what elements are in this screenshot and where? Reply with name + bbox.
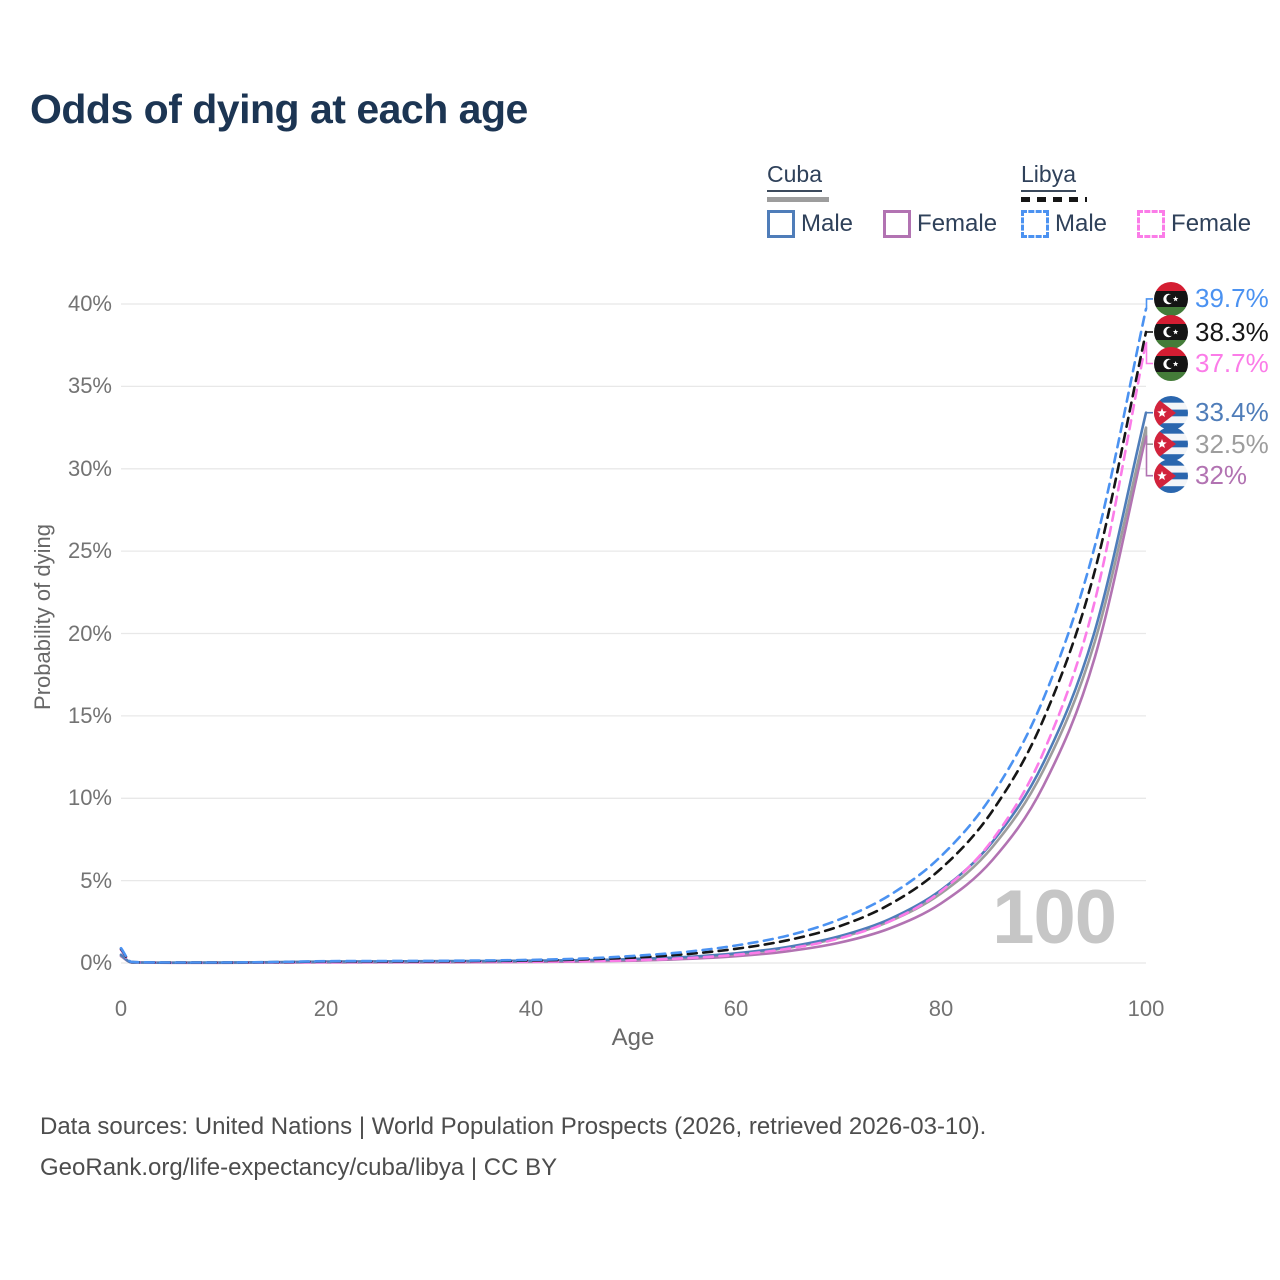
legend-item-libya-female[interactable]: Female	[1137, 210, 1251, 238]
y-tick-label-5%: 5%	[80, 867, 112, 893]
libya-male-label: Male	[1055, 210, 1108, 237]
cuba-flag-icon	[1154, 427, 1188, 462]
y-tick-label-40%: 40%	[67, 291, 112, 316]
footer-link-line: GeoRank.org/life-expectancy/cuba/libya |…	[40, 1154, 558, 1181]
cuba-line-style-sample	[767, 197, 829, 202]
y-tick-label-35%: 35%	[67, 373, 112, 399]
x-tick-label-40: 40	[518, 996, 544, 1021]
cuba-male-label: Male	[801, 210, 854, 237]
footer-sources-line: Data sources: United Nations | World Pop…	[40, 1113, 987, 1140]
y-tick-label-15%: 15%	[67, 702, 112, 728]
legend-item-cuba-male[interactable]: Male	[767, 210, 853, 238]
end-label-libya-male[interactable]: 39.7%	[1154, 281, 1269, 316]
legend-group-cuba: Cuba Male Female	[767, 161, 997, 238]
end-label-libya-female[interactable]: 37.7%	[1154, 346, 1269, 381]
x-tick-label-100: 100	[1127, 996, 1165, 1021]
legend-country-cuba[interactable]: Cuba	[767, 161, 822, 192]
end-label-connector-cuba-female	[1145, 435, 1153, 477]
curve-cuba-female[interactable]	[119, 434, 1148, 965]
end-label-value-cuba-female: 32%	[1195, 460, 1248, 491]
x-tick-label-80: 80	[928, 996, 954, 1021]
libya-line-style-sample	[1021, 197, 1087, 202]
libya-flag-icon	[1154, 315, 1188, 349]
end-label-value-libya-all: 38.3%	[1195, 316, 1269, 347]
end-label-value-libya-female: 37.7%	[1195, 348, 1269, 378]
legend-country-libya[interactable]: Libya	[1021, 161, 1076, 192]
legend-group-libya: Libya Male Female	[1021, 161, 1251, 238]
end-label-value-libya-male: 39.7%	[1195, 283, 1269, 314]
end-label-connector-libya-female	[1145, 341, 1153, 365]
libya-flag-icon	[1154, 281, 1188, 316]
legend-item-libya-male[interactable]: Male	[1021, 210, 1107, 238]
curve-libya-female[interactable]	[119, 340, 1148, 964]
cuba-flag-icon	[1154, 458, 1188, 493]
end-label-connector-cuba-all	[1145, 427, 1153, 445]
y-tick-label-20%: 20%	[67, 620, 112, 646]
y-tick-label-10%: 10%	[67, 785, 112, 811]
libya-male-swatch	[1021, 210, 1049, 238]
curve-cuba-all[interactable]	[119, 426, 1148, 964]
y-tick-label-25%: 25%	[67, 538, 112, 564]
cuba-male-swatch	[767, 210, 795, 238]
end-label-libya-all[interactable]: 38.3%	[1154, 315, 1269, 349]
x-tick-label-60: 60	[723, 996, 749, 1021]
footer: Data sources: United Nations | World Pop…	[40, 1106, 986, 1188]
end-label-cuba-male[interactable]: 33.4%	[1154, 395, 1269, 430]
libya-female-label: Female	[1171, 210, 1252, 237]
end-label-connector-libya-male	[1145, 298, 1153, 309]
cuba-female-swatch	[883, 210, 912, 238]
page-title: Odds of dying at each age	[30, 86, 528, 132]
cuba-flag-icon	[1154, 395, 1188, 430]
legend-item-cuba-female[interactable]: Female	[883, 210, 997, 238]
libya-flag-icon	[1154, 346, 1188, 381]
cuba-female-label: Female	[917, 210, 998, 237]
x-tick-label-20: 20	[313, 996, 339, 1021]
y-tick-label-0%: 0%	[80, 950, 112, 975]
end-label-cuba-all[interactable]: 32.5%	[1154, 427, 1269, 462]
end-label-value-cuba-all: 32.5%	[1195, 428, 1269, 459]
hover-age-watermark: 100	[992, 875, 1117, 960]
x-tick-label-0: 0	[114, 996, 128, 1021]
y-tick-label-30%: 30%	[67, 455, 112, 481]
curve-libya-male[interactable]	[119, 307, 1148, 964]
x-axis-title: Age	[611, 1024, 655, 1051]
curve-libya-all[interactable]	[119, 330, 1148, 964]
end-label-value-cuba-male: 33.4%	[1195, 397, 1269, 428]
end-label-cuba-female[interactable]: 32%	[1154, 458, 1248, 493]
libya-female-swatch	[1137, 210, 1166, 238]
